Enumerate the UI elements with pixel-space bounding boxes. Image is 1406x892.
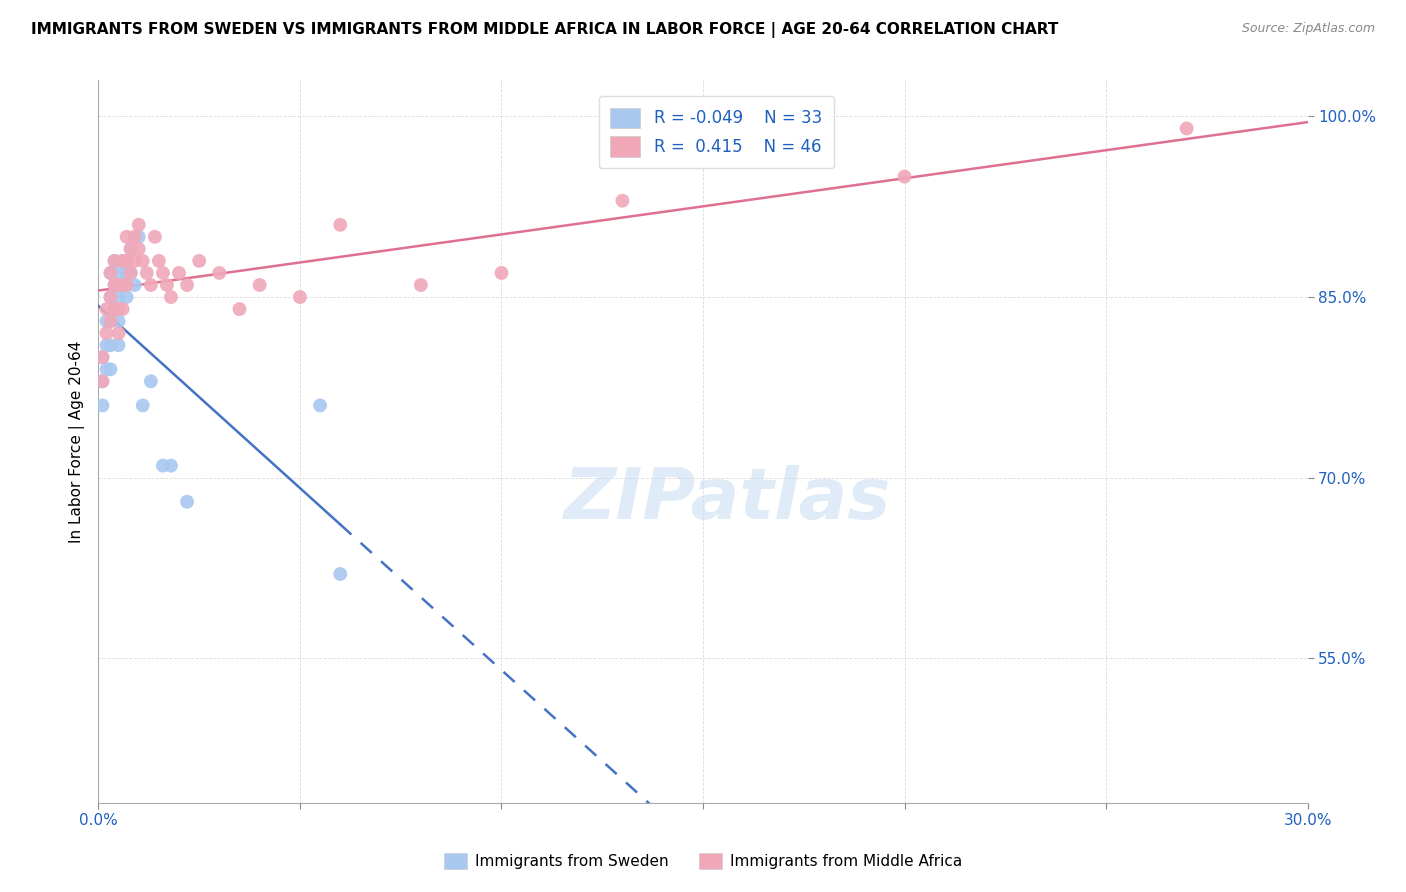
- Point: [111, 253, 134, 268]
- Point: [115, 277, 138, 292]
- Text: Source: ZipAtlas.com: Source: ZipAtlas.com: [1241, 22, 1375, 36]
- Point: [139, 277, 162, 292]
- Point: [160, 290, 183, 304]
- Point: [893, 169, 915, 184]
- Point: [107, 338, 129, 352]
- Point: [115, 290, 138, 304]
- Point: [100, 290, 122, 304]
- Legend: R = -0.049    N = 33, R =  0.415    N = 46: R = -0.049 N = 33, R = 0.415 N = 46: [599, 95, 834, 169]
- Point: [107, 301, 129, 317]
- Point: [329, 218, 352, 232]
- Point: [91, 375, 114, 389]
- Point: [115, 230, 138, 244]
- Point: [128, 230, 150, 244]
- Point: [491, 266, 513, 280]
- Point: [107, 326, 129, 341]
- Point: [120, 242, 142, 256]
- Point: [124, 277, 146, 292]
- Point: [156, 277, 179, 292]
- Point: [120, 242, 142, 256]
- Point: [96, 301, 118, 317]
- Point: [91, 350, 114, 364]
- Point: [100, 266, 122, 280]
- Point: [132, 398, 155, 412]
- Point: [228, 301, 250, 317]
- Point: [103, 277, 125, 292]
- Point: [1175, 121, 1198, 136]
- Text: ZIPatlas: ZIPatlas: [564, 465, 891, 533]
- Point: [115, 253, 138, 268]
- Point: [111, 253, 134, 268]
- Point: [135, 266, 157, 280]
- Point: [249, 277, 271, 292]
- Point: [176, 494, 198, 508]
- Point: [107, 266, 129, 280]
- Point: [124, 253, 146, 268]
- Point: [409, 277, 432, 292]
- Point: [309, 398, 332, 412]
- Point: [329, 567, 352, 582]
- Point: [160, 458, 183, 473]
- Point: [143, 230, 166, 244]
- Point: [128, 218, 150, 232]
- Point: [96, 362, 118, 376]
- Legend: Immigrants from Sweden, Immigrants from Middle Africa: Immigrants from Sweden, Immigrants from …: [439, 847, 967, 875]
- Point: [120, 266, 142, 280]
- Point: [100, 290, 122, 304]
- Point: [120, 266, 142, 280]
- Text: IMMIGRANTS FROM SWEDEN VS IMMIGRANTS FROM MIDDLE AFRICA IN LABOR FORCE | AGE 20-: IMMIGRANTS FROM SWEDEN VS IMMIGRANTS FRO…: [31, 22, 1059, 38]
- Point: [167, 266, 190, 280]
- Point: [152, 266, 174, 280]
- Point: [100, 314, 122, 328]
- Point: [103, 253, 125, 268]
- Point: [111, 277, 134, 292]
- Point: [148, 253, 170, 268]
- Point: [103, 253, 125, 268]
- Point: [107, 314, 129, 328]
- Point: [103, 301, 125, 317]
- Point: [100, 314, 122, 328]
- Point: [103, 301, 125, 317]
- Point: [128, 242, 150, 256]
- Point: [111, 301, 134, 317]
- Point: [91, 398, 114, 412]
- Point: [208, 266, 231, 280]
- Point: [139, 375, 162, 389]
- Point: [96, 338, 118, 352]
- Point: [124, 230, 146, 244]
- Point: [107, 277, 129, 292]
- Point: [100, 266, 122, 280]
- Point: [96, 326, 118, 341]
- Point: [96, 314, 118, 328]
- Point: [188, 253, 211, 268]
- Point: [115, 266, 138, 280]
- Point: [100, 338, 122, 352]
- Point: [103, 277, 125, 292]
- Point: [288, 290, 311, 304]
- Point: [91, 375, 114, 389]
- Point: [612, 194, 634, 208]
- Point: [107, 290, 129, 304]
- Point: [100, 362, 122, 376]
- Point: [176, 277, 198, 292]
- Point: [111, 277, 134, 292]
- Point: [91, 350, 114, 364]
- Y-axis label: In Labor Force | Age 20-64: In Labor Force | Age 20-64: [69, 341, 84, 542]
- Point: [152, 458, 174, 473]
- Point: [132, 253, 155, 268]
